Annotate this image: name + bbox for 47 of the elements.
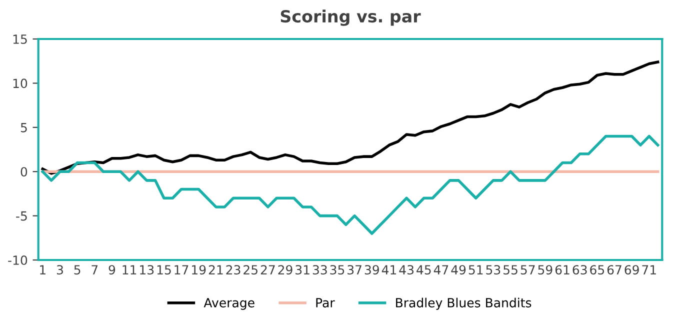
x-tick-label: 57 — [520, 265, 535, 275]
x-tick-label: 47 — [434, 265, 448, 274]
line-series — [41, 60, 660, 175]
x-tick-label: 37 — [348, 265, 362, 275]
legend-label: Average — [204, 298, 254, 310]
x-tick-label: 15 — [157, 265, 171, 275]
x-tick-label: 21 — [208, 265, 223, 274]
x-tick-label: 19 — [192, 265, 206, 275]
x-tick-label: 45 — [416, 265, 431, 275]
x-tick-label: 67 — [607, 265, 622, 275]
chart-title: Scoring vs. par — [280, 10, 421, 26]
x-tick-label: 65 — [590, 265, 604, 275]
x-tick-label: 31 — [296, 265, 310, 275]
y-tick-label: -5 — [16, 211, 27, 221]
x-tick-label: 25 — [244, 265, 258, 275]
y-tick-label: -10 — [8, 255, 28, 265]
legend-label: Bradley Blues Bandits — [396, 298, 532, 310]
x-tick-label: 13 — [140, 265, 154, 275]
x-tick-label: 49 — [451, 265, 466, 275]
x-tick-label: 53 — [486, 265, 500, 275]
x-tick-label: 9 — [108, 265, 116, 275]
x-tick-label: 69 — [624, 265, 639, 275]
y-tick-label: 5 — [20, 123, 27, 132]
x-tick-label: 35 — [330, 265, 344, 275]
x-tick-label: 33 — [312, 265, 327, 275]
y-tick-label: 15 — [13, 34, 27, 44]
x-tick-label: 1 — [40, 265, 46, 274]
x-tick-label: 11 — [122, 265, 136, 274]
x-tick-label: 3 — [56, 265, 63, 275]
x-tick-label: 55 — [504, 265, 518, 275]
x-tick-label: 63 — [572, 265, 587, 275]
x-tick-label: 59 — [538, 265, 552, 275]
y-tick-label: 0 — [20, 167, 28, 177]
x-tick-label: 41 — [382, 265, 396, 274]
x-tick-label: 39 — [364, 265, 379, 275]
legend-label: Par — [316, 298, 335, 308]
x-tick-label: 51 — [468, 265, 483, 275]
x-tick-label: 23 — [226, 265, 240, 275]
x-tick-label: 61 — [555, 265, 570, 275]
x-tick-label: 17 — [174, 265, 188, 274]
x-tick-label: 7 — [92, 265, 98, 274]
x-tick-label: 29 — [278, 265, 292, 275]
x-tick-label: 71 — [642, 265, 656, 274]
x-tick-label: 43 — [399, 265, 414, 275]
x-tick-label: 27 — [260, 265, 275, 274]
y-tick-label: 10 — [13, 78, 28, 88]
x-tick-label: 5 — [74, 265, 80, 275]
